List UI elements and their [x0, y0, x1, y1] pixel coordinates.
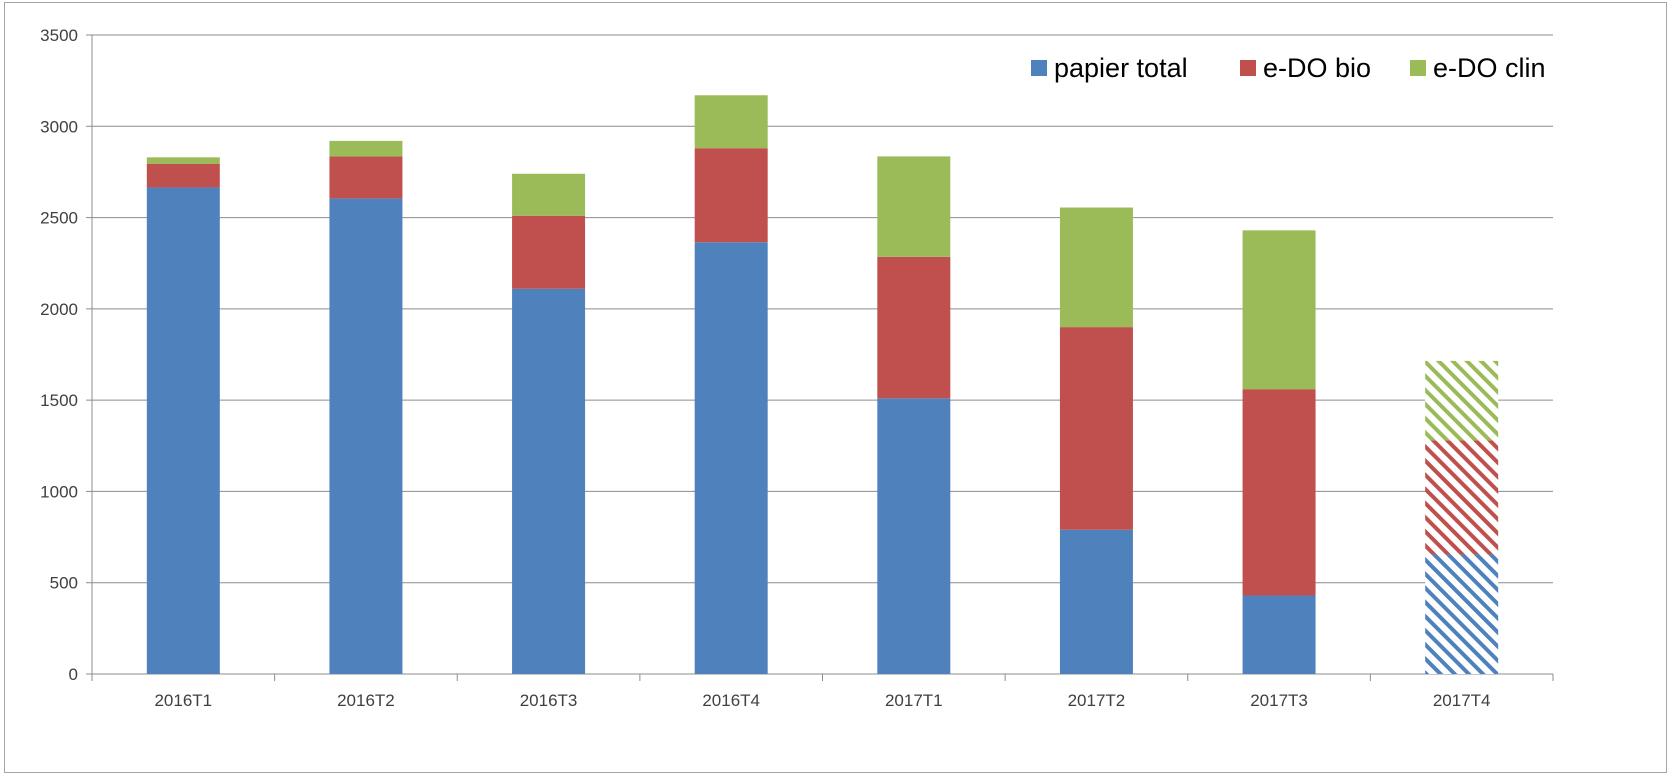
- bar-e-do-bio-2017t1: [877, 256, 951, 399]
- bar-e-do-clin-2016t2: [329, 140, 403, 157]
- bar-papier-total-2016t1: [146, 187, 220, 674]
- bar-e-do-clin-2016t3: [512, 173, 586, 216]
- bar-e-do-clin-2017t3: [1242, 230, 1316, 390]
- bar-papier-total-2016t2: [329, 198, 403, 674]
- bar-e-do-bio-2017t2: [1059, 327, 1133, 530]
- bar-e-do-clin-2017t1: [877, 156, 951, 257]
- y-tick-label: 1000: [40, 482, 78, 501]
- y-tick-label: 2500: [40, 209, 78, 228]
- y-tick-label: 0: [69, 665, 78, 684]
- bar-e-do-bio-2017t3: [1242, 389, 1316, 596]
- chart-frame: [4, 2, 1667, 773]
- bars: [146, 95, 1499, 674]
- x-tick-label: 2017T3: [1250, 691, 1308, 710]
- bar-e-do-clin-2017t2: [1059, 207, 1133, 328]
- bar-papier-total-2017t3: [1242, 595, 1316, 674]
- x-tick-label: 2017T4: [1433, 691, 1491, 710]
- legend-label: e-DO bio: [1263, 53, 1371, 83]
- x-tick-label: 2016T3: [520, 691, 578, 710]
- y-tick-label: 1500: [40, 391, 78, 410]
- y-tick-label: 3000: [40, 117, 78, 136]
- bar-papier-total-2017t4: [1425, 554, 1499, 674]
- y-tick-label: 2000: [40, 300, 78, 319]
- x-tick-label: 2017T2: [1068, 691, 1126, 710]
- x-tick-label: 2016T2: [337, 691, 395, 710]
- bar-papier-total-2016t3: [512, 288, 586, 674]
- y-tick-labels: 0 500 1000 1500 2000 2500 3000 3500: [40, 26, 92, 684]
- legend-label: e-DO clin: [1433, 53, 1546, 83]
- legend-label: papier total: [1054, 53, 1188, 83]
- y-tick-label: 500: [50, 574, 78, 593]
- bar-papier-total-2016t4: [694, 242, 768, 674]
- bar-e-do-clin-2016t1: [146, 157, 220, 164]
- x-tick-label: 2017T1: [885, 691, 943, 710]
- gridlines: [92, 34, 1553, 584]
- bar-e-do-bio-2016t3: [512, 215, 586, 289]
- x-tick-label: 2016T1: [154, 691, 212, 710]
- legend-swatch: [1240, 60, 1256, 76]
- bar-e-do-bio-2017t4: [1425, 440, 1499, 555]
- legend: papier total e-DO bio e-DO clin: [1031, 53, 1546, 83]
- bar-e-do-bio-2016t2: [329, 156, 403, 199]
- bar-e-do-clin-2017t4: [1425, 360, 1499, 441]
- bar-e-do-bio-2016t1: [146, 163, 220, 188]
- x-tick-labels: 2016T1 2016T2 2016T3 2016T4 2017T1 2017T2 2017…: [154, 691, 1490, 710]
- bar-e-do-bio-2016t4: [694, 148, 768, 243]
- axes: [91, 35, 1554, 681]
- x-tick-label: 2016T4: [702, 691, 760, 710]
- bar-papier-total-2017t1: [877, 398, 951, 674]
- bar-e-do-clin-2016t4: [694, 95, 768, 149]
- bar-papier-total-2017t2: [1059, 529, 1133, 674]
- legend-swatch: [1410, 60, 1426, 76]
- legend-swatch: [1031, 60, 1047, 76]
- y-tick-label: 3500: [40, 26, 78, 45]
